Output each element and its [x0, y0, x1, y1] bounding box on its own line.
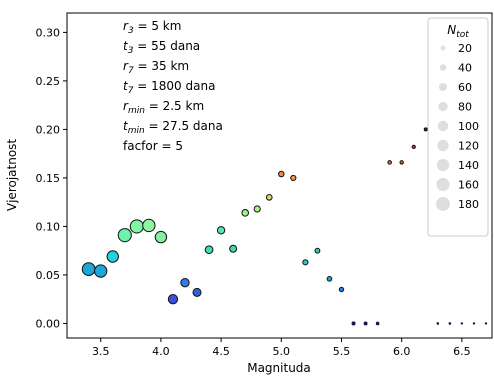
legend-title: Ntot	[447, 23, 469, 40]
legend-marker	[438, 101, 448, 112]
y-tick-label: 0.10	[36, 220, 61, 233]
x-tick-label: 6.5	[453, 345, 471, 358]
legend-label: 180	[458, 198, 479, 211]
data-point	[472, 322, 476, 325]
annotation-text: r7 = 35 km	[123, 59, 189, 76]
y-tick-label: 0.20	[36, 123, 61, 136]
data-point	[117, 228, 132, 243]
data-point	[338, 286, 345, 293]
legend-label: 60	[458, 81, 472, 94]
y-tick-label: 0.00	[36, 317, 61, 330]
annotation-text: t3 = 55 dana	[123, 39, 200, 56]
data-point	[154, 230, 168, 244]
legend-marker	[436, 158, 450, 172]
data-point	[411, 144, 416, 150]
data-point	[142, 218, 156, 233]
data-point	[253, 205, 261, 213]
data-point	[192, 287, 202, 297]
annotation-text: t7 = 1800 dana	[123, 79, 215, 96]
legend: Ntot 20 40 60 80 100 120 140 160 180	[427, 17, 489, 237]
data-point	[314, 247, 321, 254]
legend-label: 100	[458, 120, 479, 133]
legend-label: 20	[458, 42, 472, 55]
data-point	[375, 321, 380, 326]
legend-label: 120	[458, 140, 479, 153]
x-tick-label: 3.5	[92, 345, 110, 358]
legend-marker	[436, 197, 450, 211]
data-point	[460, 322, 464, 325]
data-point	[167, 294, 179, 305]
legend-label: 140	[458, 159, 479, 172]
x-tick-label: 5.5	[333, 345, 351, 358]
legend-label: 40	[458, 62, 472, 75]
data-point	[436, 322, 440, 325]
legend-marker	[437, 139, 449, 152]
y-tick-label: 0.30	[36, 26, 61, 39]
data-point	[229, 244, 238, 253]
annotation-text: tmin = 27.5 dana	[123, 119, 223, 136]
data-point	[290, 174, 297, 182]
legend-marker	[438, 82, 448, 92]
data-point	[265, 193, 273, 201]
data-point	[204, 245, 214, 255]
data-point	[180, 278, 190, 288]
legend-marker	[439, 64, 447, 71]
legend-label: 80	[458, 101, 472, 114]
data-point	[94, 264, 108, 278]
data-point	[363, 321, 368, 326]
data-point	[423, 127, 428, 132]
data-point	[326, 275, 333, 282]
data-point	[106, 250, 119, 263]
legend-label: 160	[458, 179, 479, 192]
legend-marker	[440, 45, 446, 51]
data-point	[448, 322, 452, 325]
data-point	[278, 170, 285, 178]
x-axis-label: Magnituda	[247, 361, 311, 375]
data-point	[81, 262, 96, 276]
data-point	[129, 219, 144, 234]
data-point	[484, 322, 488, 325]
annotation-text: facfor = 5	[123, 139, 183, 153]
data-point	[387, 160, 392, 165]
x-tick-label: 4.0	[152, 345, 170, 358]
data-point	[241, 209, 249, 217]
y-tick-label: 0.05	[36, 269, 61, 282]
data-points	[81, 127, 488, 326]
x-tick-label: 4.5	[212, 345, 230, 358]
annotation-box: r3 = 5 km t3 = 55 dana r7 = 35 km t7 = 1800…	[123, 19, 223, 153]
annotation-text: r3 = 5 km	[123, 19, 181, 36]
x-tick-label: 5.0	[273, 345, 291, 358]
legend-marker	[436, 177, 450, 192]
y-axis-label: Vjerojatnost	[5, 139, 19, 212]
annotation-text: rmin = 2.5 km	[123, 99, 204, 116]
data-point	[302, 259, 309, 266]
x-tick-label: 6.0	[393, 345, 411, 358]
y-axis: 0.00 0.05 0.10 0.15 0.20 0.25 0.30	[36, 26, 67, 330]
x-axis: 3.5 4.0 4.5 5.0 5.5 6.0 6.5	[92, 338, 471, 358]
data-point	[399, 160, 404, 165]
y-tick-label: 0.15	[36, 172, 61, 185]
data-point	[351, 321, 356, 326]
y-tick-label: 0.25	[36, 75, 61, 88]
legend-marker	[437, 120, 449, 132]
data-point	[216, 226, 226, 235]
